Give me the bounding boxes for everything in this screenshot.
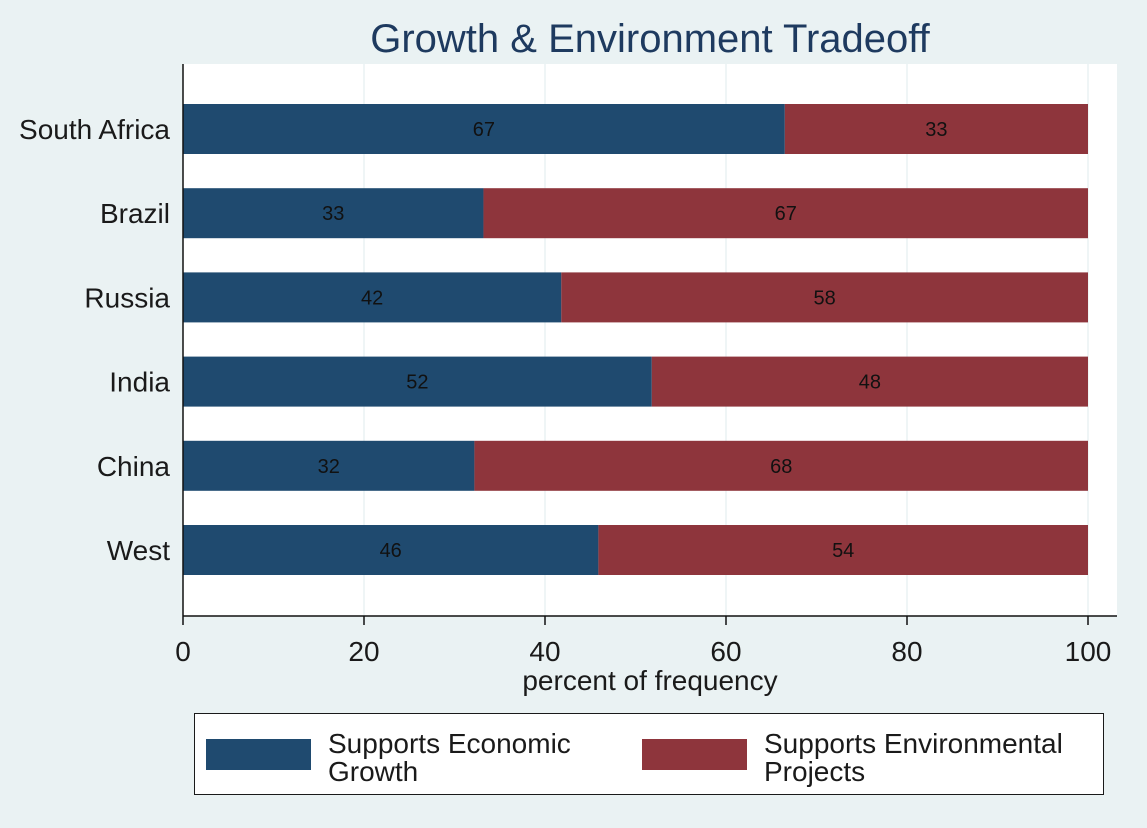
- x-tick-label-80: 80: [891, 636, 922, 667]
- data-label-brazil-series-2: 67: [775, 203, 797, 225]
- x-tick-label-100: 100: [1065, 636, 1112, 667]
- data-label-south-africa-series-1: 67: [473, 119, 495, 141]
- data-label-west-series-1: 46: [380, 540, 402, 562]
- bar-west-series-2: [598, 525, 1088, 575]
- bar-south-africa-series-1: [183, 104, 785, 154]
- legend-swatch-economic-growth: [206, 739, 311, 770]
- bar-south-africa-series-2: [784, 104, 1088, 154]
- bar-brazil-series-2: [483, 188, 1089, 239]
- x-tick-label-20: 20: [348, 636, 379, 667]
- data-label-west-series-2: 54: [832, 540, 854, 562]
- chart-title: Growth & Environment Tradeoff: [370, 17, 930, 61]
- bar-china-series-2: [474, 440, 1088, 491]
- grid-lines: [363, 64, 1089, 616]
- bar-russia-series-2: [561, 272, 1088, 323]
- data-label-india-series-1: 52: [406, 372, 428, 394]
- y-tick-label-russia: Russia: [84, 282, 170, 313]
- y-tick-label-brazil: Brazil: [100, 198, 170, 229]
- y-tick-label-china: China: [97, 451, 171, 482]
- x-tick-label-0: 0: [175, 636, 191, 667]
- data-label-brazil-series-1: 33: [322, 203, 344, 225]
- data-label-india-series-2: 48: [859, 372, 881, 394]
- bar-china-series-1: [183, 440, 475, 491]
- bar-brazil-series-1: [183, 188, 484, 239]
- bar-west-series-1: [183, 525, 599, 575]
- plot-area: [183, 64, 1117, 616]
- x-tick-label-40: 40: [529, 636, 560, 667]
- data-labels: 67 33 33 67 42 58 52 48 32 68 46 54: [318, 119, 948, 562]
- data-label-russia-series-2: 58: [814, 287, 836, 309]
- legend-label-environmental-projects: Supports Environmental Projects: [764, 728, 1063, 787]
- data-label-south-africa-series-2: 33: [925, 119, 947, 141]
- y-tick-label-india: India: [109, 367, 170, 398]
- bars: [183, 104, 1089, 575]
- bar-india-series-2: [651, 356, 1088, 407]
- x-tick-label-60: 60: [710, 636, 741, 667]
- x-axis-label: percent of frequency: [522, 665, 777, 696]
- data-label-russia-series-1: 42: [361, 287, 383, 309]
- y-tick-label-west: West: [107, 535, 170, 566]
- bar-russia-series-1: [183, 272, 562, 323]
- bar-india-series-1: [183, 356, 652, 407]
- legend-label-economic-growth: Supports Economic Growth: [328, 728, 571, 787]
- data-label-china-series-1: 32: [318, 456, 340, 478]
- legend: Supports Economic Growth Supports Enviro…: [194, 713, 1104, 795]
- axes: South Africa Brazil Russia India China West 0 2…: [19, 64, 1117, 667]
- y-tick-label-south-africa: South Africa: [19, 114, 170, 145]
- legend-swatch-environmental-projects: [642, 739, 747, 770]
- data-label-china-series-2: 68: [770, 456, 792, 478]
